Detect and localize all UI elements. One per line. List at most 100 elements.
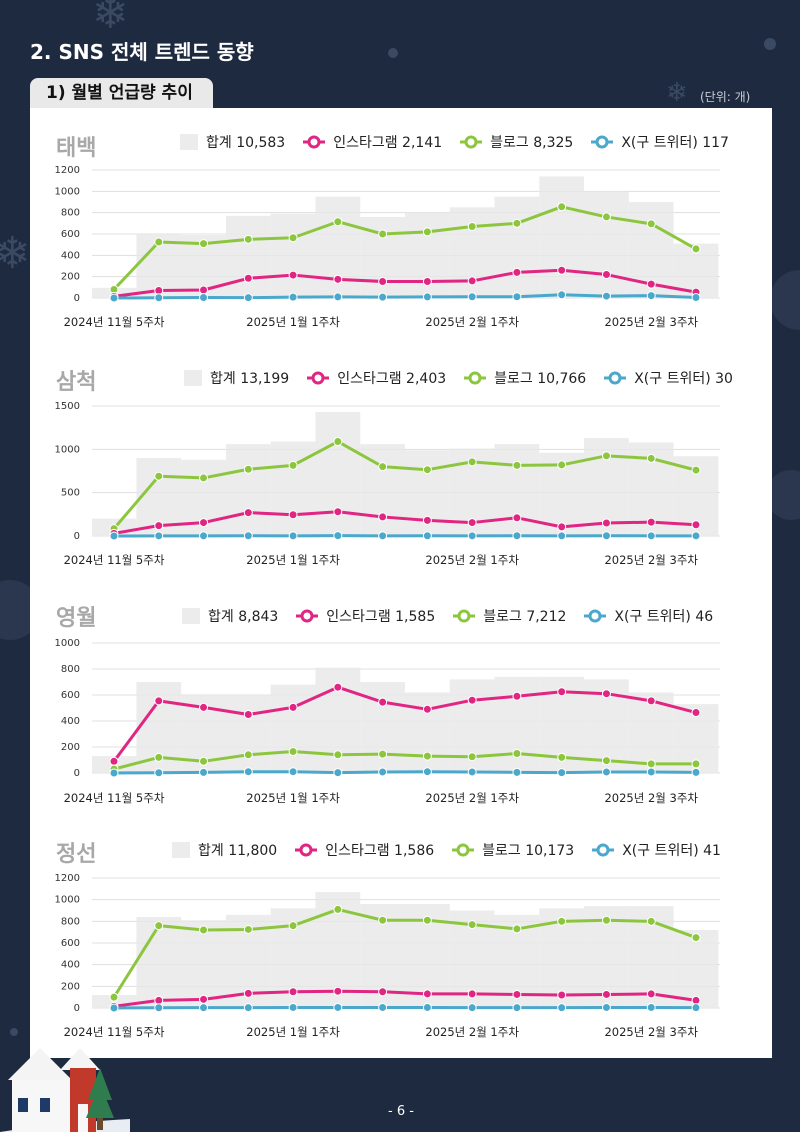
point-instagram <box>243 508 253 518</box>
legend-item-instagram: 인스타그램 1,585 <box>296 606 435 626</box>
point-instagram <box>557 265 567 275</box>
y-tick-label: 0 <box>74 531 80 542</box>
point-blog <box>422 227 432 237</box>
series-line-blog <box>113 750 696 771</box>
legend-item-blog: 블로그 7,212 <box>453 606 566 626</box>
point-x <box>467 531 477 541</box>
point-blog <box>154 752 164 762</box>
legend-item-total: 합계 10,583 <box>180 132 285 152</box>
legend-label: 인스타그램 1,585 <box>326 609 436 625</box>
legend-label: X(구 트위터) 46 <box>614 609 714 625</box>
legend-label: X(구 트위터) 41 <box>622 843 721 859</box>
y-tick-label: 1000 <box>55 186 80 197</box>
legend-swatch <box>180 134 198 150</box>
bar-total <box>225 215 271 298</box>
point-blog <box>378 462 388 472</box>
point-blog <box>467 457 477 467</box>
chart-legend: 합계 10,583 인스타그램 2,141 블로그 8,325 X(구 트위터) 11… <box>180 132 747 152</box>
legend-label: 합계 8,843 <box>208 609 279 625</box>
legend-swatch <box>172 842 190 858</box>
point-instagram <box>154 696 164 706</box>
point-instagram <box>422 276 432 286</box>
y-tick-label: 0 <box>74 768 80 779</box>
point-blog <box>109 992 119 1002</box>
snowflake-icon: ❄ <box>92 0 129 39</box>
cloud-shape <box>770 270 800 330</box>
x-tick-label: 2025년 1월 1주차 <box>246 1025 340 1039</box>
point-x <box>333 768 343 778</box>
point-instagram <box>691 520 701 530</box>
legend-swatch <box>184 370 202 386</box>
point-blog <box>333 217 343 227</box>
sub-section-tab: 1) 월별 언급량 추이 <box>30 78 213 108</box>
point-blog <box>243 924 253 934</box>
point-instagram <box>601 518 611 528</box>
x-tick-label: 2024년 11월 5주차 <box>64 315 165 329</box>
point-x <box>691 767 701 777</box>
legend-marker-icon <box>592 843 615 857</box>
point-x <box>288 292 298 302</box>
legend-marker-icon <box>584 609 607 623</box>
point-blog <box>422 751 432 761</box>
point-instagram <box>199 285 209 295</box>
x-tick-label: 2025년 2월 3주차 <box>604 553 698 567</box>
point-x <box>333 1002 343 1012</box>
legend-label: 합계 13,199 <box>210 371 290 387</box>
x-tick-label: 2024년 11월 5주차 <box>64 553 165 567</box>
chart-4: 0 200 400 600 800 1000 1200 2024년 11월 5주차 2025년 … <box>55 873 720 1039</box>
point-blog <box>199 925 209 935</box>
point-instagram <box>646 279 656 289</box>
y-tick-label: 1500 <box>55 401 80 412</box>
point-x <box>601 1002 611 1012</box>
bar-total <box>405 692 450 773</box>
point-instagram <box>422 989 432 999</box>
series-line-x <box>113 293 697 300</box>
point-x <box>646 531 656 541</box>
point-blog <box>691 759 701 769</box>
legend-item-blog: 블로그 10,173 <box>452 840 574 860</box>
point-instagram <box>378 276 388 286</box>
point-x <box>243 767 253 777</box>
point-blog <box>154 237 164 247</box>
point-blog <box>646 916 656 926</box>
legend-marker-icon <box>464 371 487 385</box>
point-blog <box>288 747 298 757</box>
legend-label: 블로그 7,212 <box>483 609 567 625</box>
legend-item-instagram: 인스타그램 2,403 <box>307 368 446 388</box>
x-tick-label: 2025년 2월 1주차 <box>425 1025 519 1039</box>
point-blog <box>154 921 164 931</box>
point-x <box>288 531 298 541</box>
chart-legend: 합계 8,843 인스타그램 1,585 블로그 7,212 X(구 트위터) 46 <box>182 606 731 626</box>
x-tick-label: 2025년 2월 1주차 <box>425 315 519 329</box>
point-x <box>199 767 209 777</box>
point-x <box>154 293 164 303</box>
point-blog <box>378 749 388 759</box>
legend-item-x: X(구 트위터) 117 <box>591 132 729 152</box>
point-x <box>422 1002 432 1012</box>
y-tick-label: 1200 <box>55 165 80 176</box>
y-tick-label: 800 <box>61 208 80 219</box>
point-blog <box>512 924 522 934</box>
legend-label: 블로그 10,173 <box>482 843 575 859</box>
point-instagram <box>288 510 298 520</box>
bar-total <box>539 176 585 298</box>
region-title: 정선 <box>56 842 97 867</box>
point-blog <box>512 218 522 228</box>
point-instagram <box>378 987 388 997</box>
house-illustration <box>0 1048 130 1132</box>
unit-label: (단위: 개) <box>700 90 751 104</box>
point-x <box>154 1003 164 1013</box>
point-x <box>243 293 253 303</box>
series-line-blog <box>112 907 697 998</box>
y-tick-label: 200 <box>61 272 80 283</box>
series-line-blog <box>112 205 697 291</box>
point-x <box>199 531 209 541</box>
point-x <box>422 767 432 777</box>
point-x <box>109 1003 119 1013</box>
point-instagram <box>646 517 656 527</box>
y-tick-label: 500 <box>61 488 80 499</box>
legend-item-instagram: 인스타그램 1,586 <box>295 840 434 860</box>
section-title: 2. SNS 전체 트렌드 동향 <box>30 40 254 64</box>
legend-item-total: 합계 8,843 <box>182 606 278 626</box>
chart-legend: 합계 13,199 인스타그램 2,403 블로그 10,766 X(구 트위터) 3… <box>184 368 751 388</box>
